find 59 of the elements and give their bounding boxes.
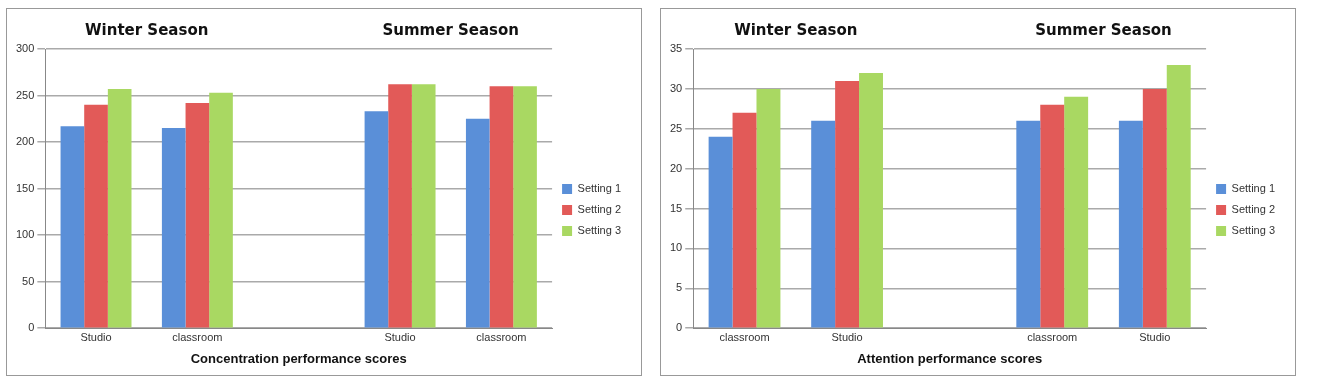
bar <box>835 80 860 328</box>
y-tick-label: 50 <box>22 274 35 287</box>
y-tick-label: 5 <box>676 281 683 294</box>
bar <box>107 89 132 328</box>
bar <box>185 102 210 328</box>
x-tick-label: classroom <box>1027 330 1078 343</box>
x-tick-label: Studio <box>831 330 863 343</box>
bar <box>209 92 233 328</box>
bar <box>1016 120 1041 328</box>
text: Winter Season <box>734 20 858 39</box>
x-tick-label: Studio <box>1139 330 1171 343</box>
y-tick-label: 35 <box>669 42 683 55</box>
x-tick-label: classroom <box>719 330 770 343</box>
bar <box>1118 120 1143 328</box>
text: Winter Season <box>85 20 209 39</box>
y-tick-label: 25 <box>669 121 683 134</box>
x-axis-title: Concentration performance scores <box>190 350 407 366</box>
bar <box>465 118 490 328</box>
legend-label: Setting 1 <box>577 182 621 195</box>
y-tick-label: 0 <box>676 321 683 334</box>
legend-label: Setting 2 <box>577 203 621 216</box>
legend-label: Setting 1 <box>1231 182 1275 195</box>
y-tick-label: 20 <box>669 161 683 174</box>
text: Summer Season <box>1035 20 1172 39</box>
bar <box>1040 104 1065 328</box>
y-tick-label: 300 <box>15 42 35 55</box>
x-tick-label: classroom <box>476 330 527 343</box>
bar <box>1064 96 1089 328</box>
legend-label: Setting 3 <box>577 224 621 237</box>
legend-label: Setting 2 <box>1231 203 1275 216</box>
bar <box>364 111 389 328</box>
bar <box>60 126 85 328</box>
x-tick-label: classroom <box>172 330 223 343</box>
x-tick-label: Studio <box>384 330 416 343</box>
y-tick-label: 200 <box>15 135 35 148</box>
bar <box>708 136 733 328</box>
bar <box>1142 88 1167 328</box>
y-tick-label: 250 <box>15 88 35 101</box>
bar <box>859 72 883 328</box>
bar <box>388 84 412 328</box>
y-tick-label: 30 <box>669 81 683 94</box>
y-tick-label: 100 <box>15 228 35 241</box>
bar <box>1166 64 1191 328</box>
bar <box>411 84 436 328</box>
bar <box>161 128 186 328</box>
y-tick-label: 150 <box>15 181 35 194</box>
y-tick-label: 10 <box>669 241 683 254</box>
bar <box>513 86 537 328</box>
x-tick-label: Studio <box>80 330 112 343</box>
bar <box>811 120 836 328</box>
bar <box>84 104 108 328</box>
legend-label: Setting 3 <box>1231 224 1275 237</box>
y-tick-label: 15 <box>669 201 683 214</box>
text: Summer Season <box>382 20 520 39</box>
x-axis-title: Attention performance scores <box>857 350 1043 366</box>
bar <box>732 112 757 328</box>
bar <box>756 88 781 328</box>
y-tick-label: 0 <box>28 321 35 334</box>
bar <box>489 86 514 328</box>
